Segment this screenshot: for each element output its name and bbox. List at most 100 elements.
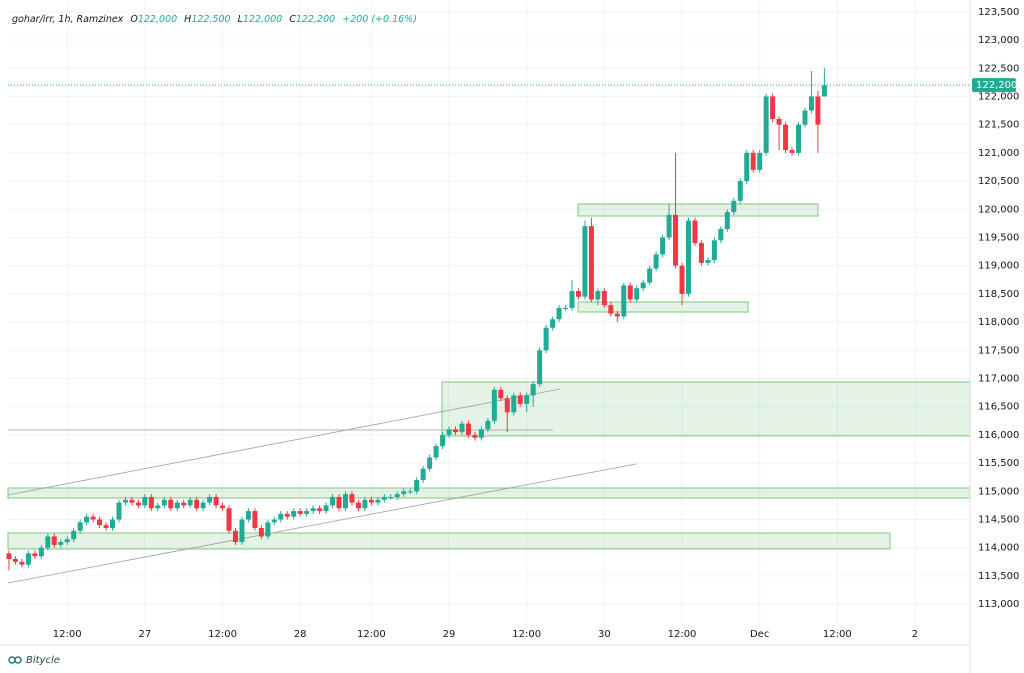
candle-body: [718, 229, 724, 241]
candle-body: [666, 214, 672, 238]
candle-body: [724, 212, 730, 230]
candle-body: [161, 499, 167, 506]
candle-body: [446, 429, 452, 435]
candle-body: [362, 499, 368, 509]
candle-body: [181, 502, 187, 506]
candle-body: [187, 499, 193, 506]
candle-body: [278, 513, 284, 520]
candle-body: [6, 553, 12, 560]
candle-body: [627, 285, 633, 300]
header: gohar/irr, 1h, Ramzinex O122,000 H122,50…: [12, 14, 417, 25]
candle-body: [582, 226, 588, 297]
candle-body: [45, 536, 51, 548]
x-tick-label: 30: [598, 629, 611, 640]
trend-line: [7, 463, 637, 584]
candle-body: [317, 508, 323, 512]
candle-body: [304, 511, 310, 514]
candle-body: [84, 516, 90, 523]
candle-body: [537, 350, 543, 385]
candle-body: [271, 519, 277, 523]
candle-body: [621, 285, 627, 317]
candle-body: [660, 237, 666, 255]
ohlc-value: 122,000: [138, 14, 177, 25]
ohlc-key: O: [130, 14, 138, 25]
candle-body: [698, 243, 704, 263]
candle-body: [601, 291, 607, 306]
candle-body: [504, 398, 510, 413]
candle-body: [440, 434, 446, 447]
candle-body: [258, 527, 264, 537]
candle-body: [265, 522, 271, 537]
y-tick-label: 123,500: [978, 7, 1019, 18]
candle-body: [349, 494, 355, 503]
candle-body: [472, 434, 478, 438]
ohlc-key: C: [289, 14, 296, 25]
candle-body: [38, 547, 44, 557]
y-tick-label: 114,000: [978, 543, 1019, 554]
candle-body: [491, 389, 497, 421]
candle-body: [640, 282, 646, 289]
candle-body: [401, 491, 407, 495]
candle-body: [485, 420, 491, 430]
x-tick-label: 28: [294, 629, 307, 640]
y-tick-label: 120,000: [978, 204, 1019, 215]
y-tick-label: 116,500: [978, 402, 1019, 413]
y-tick-label: 120,500: [978, 176, 1019, 187]
candle-body: [711, 240, 717, 261]
candle-body: [763, 96, 769, 153]
candle-body: [530, 384, 536, 396]
candle-body: [77, 522, 83, 531]
candle-body: [511, 395, 517, 413]
candle-body: [517, 395, 523, 404]
candle-body: [110, 519, 116, 528]
candle-body: [750, 152, 756, 170]
candle-body: [744, 152, 750, 182]
y-tick-label: 113,000: [978, 599, 1019, 610]
candle-body: [498, 389, 504, 399]
candle-body: [575, 291, 581, 297]
candle-body: [414, 480, 420, 492]
candle-body: [394, 494, 400, 497]
x-tick-label: 2: [912, 629, 918, 640]
y-tick-label: 114,500: [978, 515, 1019, 526]
candle-body: [64, 539, 70, 543]
candle-body: [19, 561, 25, 565]
y-tick-label: 113,500: [978, 571, 1019, 582]
ohlc-value: 122,200: [296, 14, 335, 25]
candle-body: [543, 327, 549, 351]
candle-body: [129, 499, 135, 503]
candle-body: [310, 508, 316, 512]
y-tick-label: 115,000: [978, 486, 1019, 497]
candle-body: [465, 423, 471, 435]
symbol: gohar/irr, 1h, Ramzinex: [12, 14, 124, 25]
grid: [8, 0, 970, 625]
candles: [6, 68, 827, 571]
candle-body: [71, 530, 77, 540]
candle-body: [174, 502, 180, 509]
x-tick-label: 12:00: [823, 629, 852, 640]
y-tick-label: 118,500: [978, 289, 1019, 300]
candle-body: [297, 511, 303, 514]
candle-body: [563, 307, 569, 309]
candle-body: [433, 446, 439, 458]
candle-body: [239, 519, 245, 543]
candle-body: [731, 200, 737, 213]
x-tick-label: 12:00: [357, 629, 386, 640]
candle-body: [232, 530, 238, 543]
candle-body: [252, 511, 258, 528]
candle-body: [614, 313, 620, 317]
candle-body: [336, 496, 342, 509]
candle-body: [808, 96, 814, 111]
candle-body: [194, 499, 200, 509]
watermark: Bitycle: [26, 655, 60, 666]
candle-body: [789, 150, 795, 153]
candle-body: [692, 220, 698, 244]
zone: [441, 381, 971, 437]
candle-body: [524, 395, 530, 404]
y-tick-label: 119,000: [978, 261, 1019, 272]
candle-body: [453, 429, 459, 433]
y-tick-label: 116,000: [978, 430, 1019, 441]
candle-body: [220, 505, 226, 509]
